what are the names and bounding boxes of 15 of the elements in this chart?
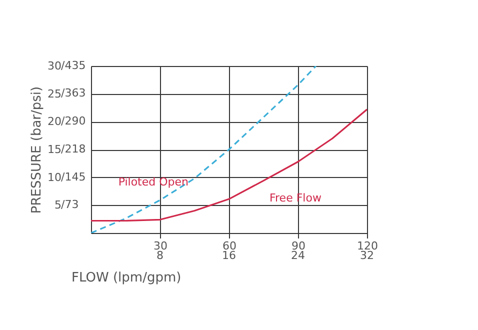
y-tick-label: 5 — [54, 198, 62, 212]
y2-tick-label: /145 — [61, 170, 86, 184]
y2-tick-label: /290 — [61, 114, 86, 128]
y2-tick-label: /363 — [61, 86, 86, 100]
y-tick-label: 30 — [48, 60, 62, 72]
y-tick-label: 20 — [48, 115, 62, 128]
y-tick-label: 15 — [48, 143, 62, 156]
y-axis-title: PRESSURE (bar/psi) — [30, 86, 45, 214]
y2-tick-label: /218 — [61, 142, 86, 156]
line-series — [91, 108, 367, 222]
y2-tick-label: /73 — [61, 198, 79, 211]
y-tick-label: 25 — [48, 87, 62, 100]
x-axis-title: FLOW (lpm/gpm) — [72, 270, 182, 286]
y-tick-label: 10 — [48, 170, 62, 184]
y2-tick-label: /435 — [61, 59, 86, 72]
